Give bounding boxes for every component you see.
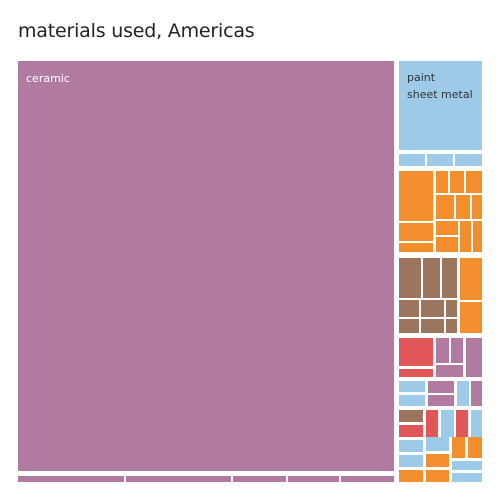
treemap-cell-26[interactable] [446, 300, 457, 317]
treemap-cell-11[interactable] [436, 171, 448, 193]
treemap-cell-36[interactable] [436, 365, 463, 377]
treemap-cell-56[interactable] [452, 461, 482, 470]
treemap-cell-48[interactable] [456, 410, 468, 437]
treemap-cell-4[interactable] [341, 476, 394, 482]
treemap-label-sheet-metal: sheet metal [407, 88, 473, 101]
treemap-cell-54[interactable] [452, 437, 465, 458]
treemap-cell-14[interactable] [436, 195, 454, 219]
treemap-cell-51[interactable] [399, 455, 423, 467]
treemap-cell-30[interactable] [460, 258, 482, 300]
treemap-cell-28[interactable] [421, 319, 444, 333]
treemap-cell-19[interactable] [460, 221, 471, 252]
treemap-label-ceramic: ceramic [26, 72, 70, 85]
treemap-cell-10[interactable] [399, 243, 433, 252]
treemap-cell-43[interactable] [471, 381, 482, 406]
treemap-cell-17[interactable] [436, 221, 458, 235]
treemap-cell-35[interactable] [451, 338, 463, 363]
treemap-cell-27[interactable] [399, 319, 419, 333]
treemap-cell-20[interactable] [473, 221, 482, 252]
treemap-cell-23[interactable] [442, 258, 457, 298]
treemap-cell-12[interactable] [450, 171, 464, 193]
treemap-cell-16[interactable] [472, 195, 482, 219]
treemap-cell-8[interactable] [399, 171, 433, 221]
treemap-cell-5[interactable] [399, 154, 425, 166]
treemap-cell-3[interactable] [288, 476, 339, 482]
treemap-cell-paint-sheet-metal[interactable] [399, 61, 482, 150]
treemap-cell-33[interactable] [399, 369, 433, 377]
treemap-cell-58[interactable] [426, 470, 449, 482]
treemap-cell-7[interactable] [455, 154, 482, 166]
treemap-cell-42[interactable] [457, 381, 469, 406]
treemap-cell-40[interactable] [428, 381, 454, 393]
treemap-cell-45[interactable] [399, 425, 423, 437]
treemap-cell-6[interactable] [427, 154, 453, 166]
treemap-cell-32[interactable] [399, 338, 433, 366]
treemap-label-paint: paint [407, 71, 436, 84]
treemap-cell-59[interactable] [452, 473, 482, 482]
treemap-cell-0[interactable] [18, 476, 124, 482]
treemap-cell-21[interactable] [399, 258, 421, 298]
treemap-cell-47[interactable] [441, 410, 454, 437]
treemap-cell-44[interactable] [399, 410, 423, 422]
treemap-cell-31[interactable] [460, 302, 482, 333]
treemap-cell-34[interactable] [436, 338, 449, 363]
treemap-cell-50[interactable] [399, 440, 423, 452]
chart-title: materials used, Americas [18, 20, 255, 42]
treemap-cell-1[interactable] [126, 476, 231, 482]
treemap-cell-38[interactable] [399, 381, 425, 392]
treemap-cell-52[interactable] [426, 437, 449, 451]
treemap-cell-ceramic[interactable] [18, 61, 394, 471]
treemap-cell-18[interactable] [436, 237, 458, 252]
treemap-cell-39[interactable] [399, 395, 425, 406]
treemap-cell-46[interactable] [426, 410, 438, 437]
treemap-cell-53[interactable] [426, 454, 449, 467]
treemap-cell-15[interactable] [456, 195, 470, 219]
treemap-cell-29[interactable] [446, 319, 457, 333]
treemap-cell-13[interactable] [466, 171, 482, 193]
treemap-cell-57[interactable] [399, 470, 423, 482]
treemap-cell-22[interactable] [423, 258, 440, 298]
treemap-cell-25[interactable] [421, 300, 444, 317]
treemap-cell-37[interactable] [466, 338, 482, 377]
treemap-cell-41[interactable] [428, 395, 454, 406]
treemap-cell-55[interactable] [468, 437, 482, 458]
treemap-cell-2[interactable] [233, 476, 286, 482]
treemap-cell-24[interactable] [399, 300, 419, 317]
treemap-cell-9[interactable] [399, 223, 433, 241]
treemap-cell-49[interactable] [471, 410, 482, 437]
